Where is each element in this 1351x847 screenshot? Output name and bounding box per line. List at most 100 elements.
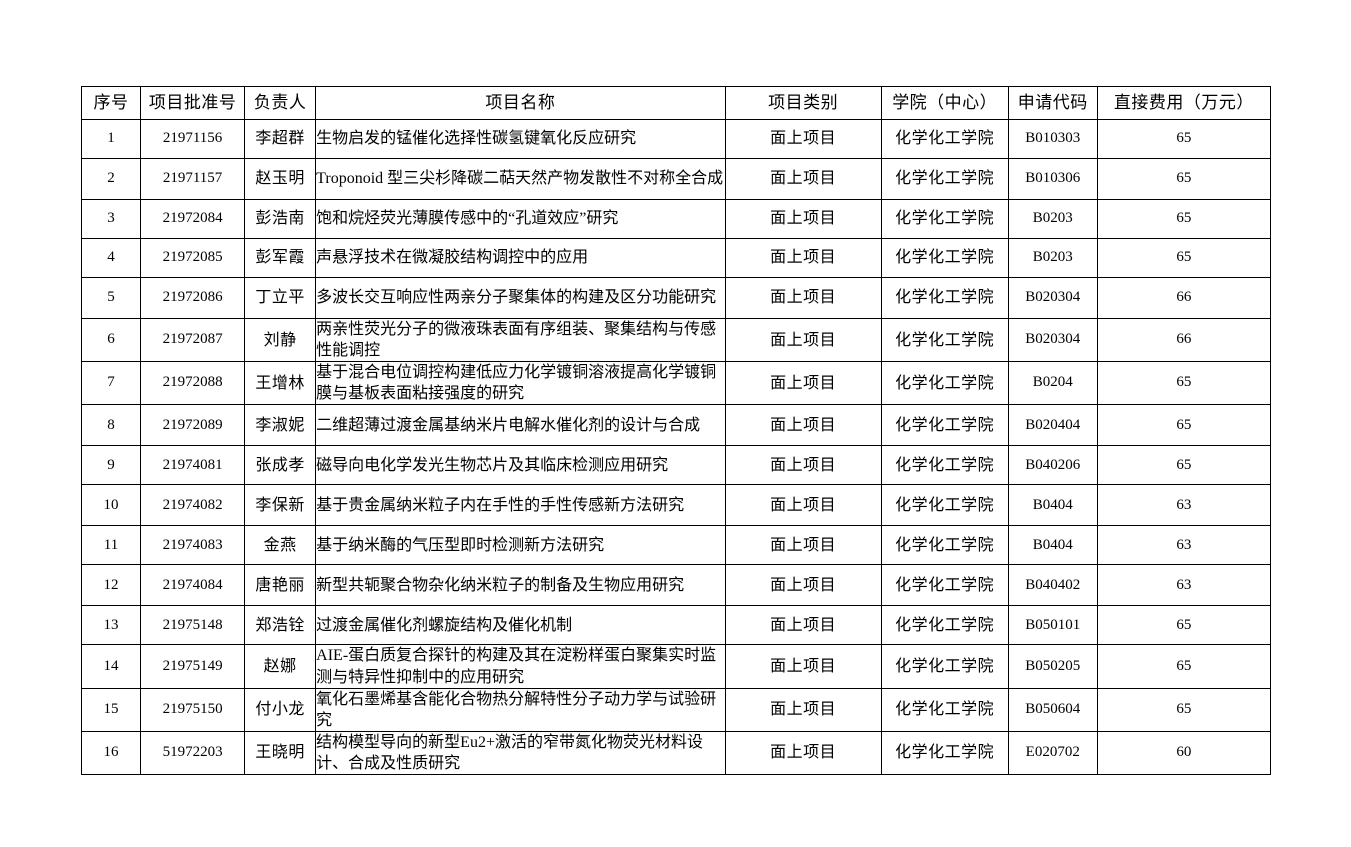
table-row: 6 21972087 刘静 两亲性荧光分子的微液珠表面有序组装、聚集结构与传感性能调控… [80, 317, 1272, 363]
cell-college: 化学化工学院 [880, 730, 1009, 776]
cell-fund: 63 [1096, 484, 1272, 527]
cell-title: 氧化石墨烯基含能化合物热分解特性分子动力学与试验研究 [315, 687, 726, 732]
table-row: 3 21972084 彭浩南 饱和烷烃荧光薄膜传感中的“孔道效应”研究 面上项目 化学化工… [80, 199, 1272, 239]
table-row: 9 21974081 张成孝 磁导向电化学发光生物芯片及其临床检测应用研究 面上项目 化学… [80, 445, 1272, 486]
table-row: 1 21971156 李超群 生物启发的锰催化选择性碳氢键氧化反应研究 面上项目 化学化工… [80, 119, 1272, 159]
cell-code: B020404 [1007, 404, 1098, 447]
cell-code: B0404 [1007, 525, 1098, 566]
cell-pi: 金燕 [244, 525, 317, 566]
table-row: 16 51972203 王晓明 结构模型导向的新型Eu2+激活的窄带氮化物荧光材料设计… [80, 730, 1272, 776]
cell-category: 面上项目 [724, 119, 882, 159]
cell-seq: 1 [80, 119, 142, 159]
column-header-seq: 序号 [80, 86, 142, 120]
cell-code: B010303 [1007, 119, 1098, 159]
cell-college: 化学化工学院 [880, 317, 1009, 363]
cell-grant-no: 21975149 [140, 644, 246, 689]
cell-title: 过渡金属催化剂螺旋结构及催化机制 [315, 605, 726, 646]
cell-category: 面上项目 [724, 277, 882, 319]
cell-code: B0203 [1007, 238, 1098, 278]
cell-pi: 彭浩南 [244, 199, 317, 239]
cell-seq: 6 [80, 317, 142, 363]
cell-seq: 16 [80, 730, 142, 776]
cell-category: 面上项目 [724, 484, 882, 527]
cell-grant-no: 21974084 [140, 564, 246, 607]
cell-college: 化学化工学院 [880, 277, 1009, 319]
cell-pi: 李保新 [244, 484, 317, 527]
cell-college: 化学化工学院 [880, 525, 1009, 566]
header-row: 序号 项目批准号 负责人 项目名称 项目类别 学院（中心） 申请代码 直接费用（… [80, 86, 1272, 120]
column-header-category: 项目类别 [724, 86, 882, 120]
cell-pi: 王晓明 [244, 730, 317, 776]
cell-fund: 65 [1096, 404, 1272, 447]
cell-fund: 65 [1096, 199, 1272, 239]
cell-code: B040402 [1007, 564, 1098, 607]
cell-college: 化学化工学院 [880, 687, 1009, 732]
cell-category: 面上项目 [724, 158, 882, 200]
cell-code: E020702 [1007, 730, 1098, 776]
cell-fund: 65 [1096, 644, 1272, 689]
cell-category: 面上项目 [724, 525, 882, 566]
cell-title: AIE-蛋白质复合探针的构建及其在淀粉样蛋白聚集实时监测与特异性抑制中的应用研究 [315, 644, 726, 689]
cell-grant-no: 21971156 [140, 119, 246, 159]
cell-pi: 张成孝 [244, 445, 317, 486]
cell-fund: 65 [1096, 605, 1272, 646]
cell-grant-no: 21972088 [140, 361, 246, 406]
cell-seq: 10 [80, 484, 142, 527]
cell-code: B040206 [1007, 445, 1098, 486]
cell-code: B010306 [1007, 158, 1098, 200]
cell-title: 基于混合电位调控构建低应力化学镀铜溶液提高化学镀铜膜与基板表面粘接强度的研究 [315, 361, 726, 406]
cell-college: 化学化工学院 [880, 484, 1009, 527]
cell-category: 面上项目 [724, 605, 882, 646]
cell-college: 化学化工学院 [880, 158, 1009, 200]
cell-code: B050101 [1007, 605, 1098, 646]
cell-seq: 15 [80, 687, 142, 732]
cell-title: 二维超薄过渡金属基纳米片电解水催化剂的设计与合成 [315, 404, 726, 447]
cell-fund: 65 [1096, 158, 1272, 200]
cell-category: 面上项目 [724, 404, 882, 447]
cell-pi: 彭军霞 [244, 238, 317, 278]
cell-college: 化学化工学院 [880, 605, 1009, 646]
cell-pi: 郑浩铨 [244, 605, 317, 646]
column-header-grant-no: 项目批准号 [140, 86, 246, 120]
cell-title: 多波长交互响应性两亲分子聚集体的构建及区分功能研究 [315, 277, 726, 319]
cell-seq: 11 [80, 525, 142, 566]
cell-code: B0404 [1007, 484, 1098, 527]
cell-grant-no: 21971157 [140, 158, 246, 200]
cell-pi: 付小龙 [244, 687, 317, 732]
cell-code: B020304 [1007, 317, 1098, 363]
cell-grant-no: 51972203 [140, 730, 246, 776]
cell-pi: 李超群 [244, 119, 317, 159]
column-header-code: 申请代码 [1007, 86, 1098, 120]
cell-seq: 8 [80, 404, 142, 447]
cell-category: 面上项目 [724, 361, 882, 406]
cell-category: 面上项目 [724, 730, 882, 776]
cell-fund: 63 [1096, 525, 1272, 566]
cell-college: 化学化工学院 [880, 644, 1009, 689]
cell-fund: 65 [1096, 687, 1272, 732]
cell-fund: 63 [1096, 564, 1272, 607]
grant-table: 序号 项目批准号 负责人 项目名称 项目类别 学院（中心） 申请代码 直接费用（… [80, 86, 1272, 776]
cell-category: 面上项目 [724, 564, 882, 607]
cell-fund: 65 [1096, 445, 1272, 486]
cell-fund: 66 [1096, 317, 1272, 363]
cell-title: 新型共轭聚合物杂化纳米粒子的制备及生物应用研究 [315, 564, 726, 607]
cell-code: B0203 [1007, 199, 1098, 239]
cell-category: 面上项目 [724, 687, 882, 732]
cell-code: B050604 [1007, 687, 1098, 732]
cell-college: 化学化工学院 [880, 404, 1009, 447]
table-row: 4 21972085 彭军霞 声悬浮技术在微凝胶结构调控中的应用 面上项目 化学化工学院 B… [80, 238, 1272, 278]
cell-grant-no: 21974082 [140, 484, 246, 527]
cell-pi: 赵玉明 [244, 158, 317, 200]
cell-seq: 13 [80, 605, 142, 646]
table-row: 11 21974083 金燕 基于纳米酶的气压型即时检测新方法研究 面上项目 化学化工学院… [80, 525, 1272, 566]
cell-title: 基于纳米酶的气压型即时检测新方法研究 [315, 525, 726, 566]
cell-title: 饱和烷烃荧光薄膜传感中的“孔道效应”研究 [315, 199, 726, 239]
cell-grant-no: 21974081 [140, 445, 246, 486]
cell-fund: 65 [1096, 119, 1272, 159]
cell-college: 化学化工学院 [880, 199, 1009, 239]
cell-category: 面上项目 [724, 238, 882, 278]
cell-title: 生物启发的锰催化选择性碳氢键氧化反应研究 [315, 119, 726, 159]
cell-seq: 3 [80, 199, 142, 239]
cell-grant-no: 21974083 [140, 525, 246, 566]
cell-fund: 65 [1096, 361, 1272, 406]
